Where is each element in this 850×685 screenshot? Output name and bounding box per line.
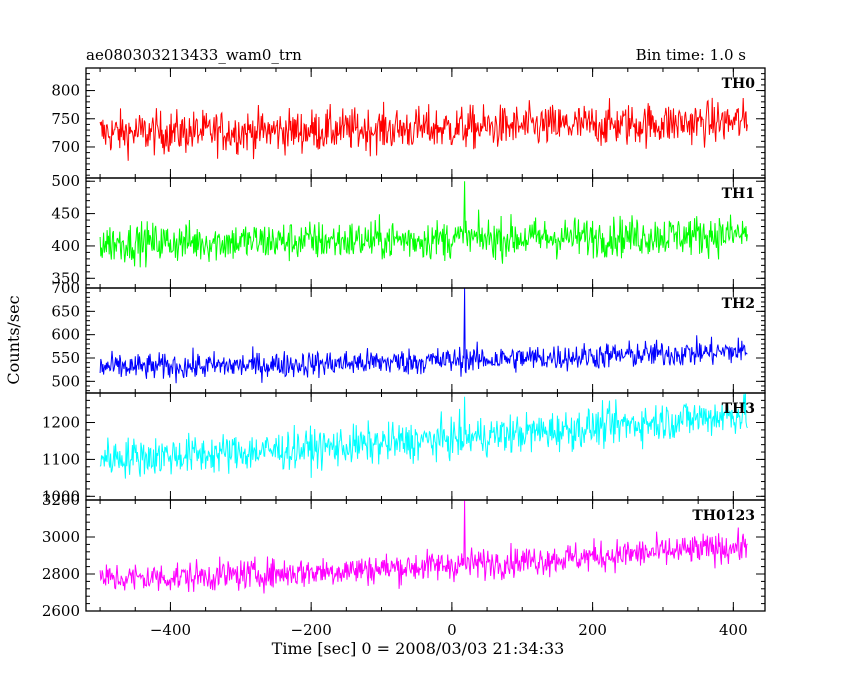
panel-frame xyxy=(85,287,766,394)
x-tick-label: 400 xyxy=(719,621,748,639)
y-tick-label: 450 xyxy=(51,205,80,223)
panel-label-th0: TH0 xyxy=(722,76,756,92)
x-tick-label: 0 xyxy=(447,621,457,639)
y-tick-label: 600 xyxy=(51,326,80,344)
panel-label-th2: TH2 xyxy=(722,296,755,312)
panel-label-th1: TH1 xyxy=(722,186,755,202)
y-tick-label: 350 xyxy=(51,269,80,287)
y-tick-label: 650 xyxy=(51,302,80,320)
panel-frame xyxy=(85,177,766,289)
panel-label-th3: TH3 xyxy=(722,401,755,417)
y-tick-label: 2800 xyxy=(42,565,80,583)
y-tick-label: 2600 xyxy=(42,602,80,620)
y-tick-label: 700 xyxy=(51,138,80,156)
panel-frame xyxy=(85,499,766,612)
panel-th1: 350 400 450 500 TH1 xyxy=(51,172,766,289)
y-tick-label: 3200 xyxy=(42,491,80,509)
panels-group: 700 750 800 TH0 350 400 450 500 TH1 500 550 600 650 7… xyxy=(42,67,766,639)
panel-th2: 500 550 600 650 700 TH2 xyxy=(51,279,766,394)
y-tick-label: 1000 xyxy=(42,487,80,505)
panel-th0123: 2600 2800 3000 3200 TH0123 xyxy=(42,491,766,620)
panel-th3: 1000 1100 1200 TH3 xyxy=(42,392,766,505)
y-axis-label: Counts/sec xyxy=(4,295,23,384)
y-tick-label: 3000 xyxy=(42,528,80,546)
x-tick-label: −400 xyxy=(150,621,191,639)
chart-title: ae080303213433_wam0_trn xyxy=(86,46,302,64)
y-tick-label: 550 xyxy=(51,349,80,367)
y-tick-label: 1100 xyxy=(42,450,80,468)
panel-label-th0123: TH0123 xyxy=(692,508,755,524)
series-line-th1 xyxy=(99,181,748,268)
y-tick-label: 400 xyxy=(51,237,80,255)
y-tick-label: 700 xyxy=(51,279,80,297)
y-tick-label: 500 xyxy=(51,372,80,390)
series-line-th3 xyxy=(99,393,748,479)
x-tick-label: 200 xyxy=(578,621,607,639)
y-tick-label: 500 xyxy=(51,172,80,190)
y-tick-label: 1200 xyxy=(42,414,80,432)
bin-time-label: Bin time: 1.0 s xyxy=(636,46,746,64)
y-tick-label: 800 xyxy=(51,82,80,100)
series-line-th0 xyxy=(99,97,748,161)
series-line-th2 xyxy=(99,288,748,384)
x-tick-label: −200 xyxy=(291,621,332,639)
series-line-th0123 xyxy=(99,500,748,594)
x-axis-label: Time [sec] 0 = 2008/03/03 21:34:33 xyxy=(272,639,565,658)
panel-th0: 700 750 800 TH0 xyxy=(51,67,766,179)
y-tick-label: 750 xyxy=(51,110,80,128)
